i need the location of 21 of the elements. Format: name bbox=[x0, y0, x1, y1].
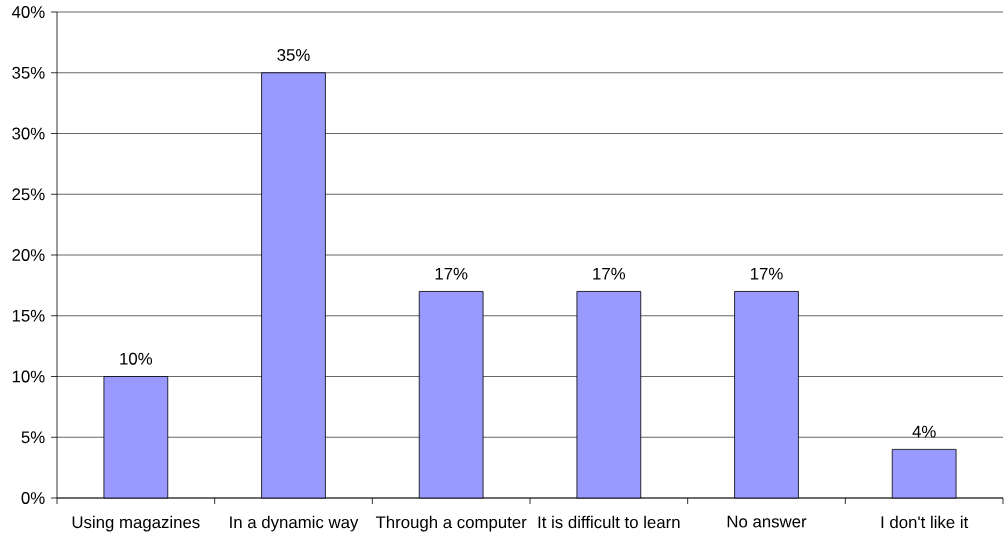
y-tick-label: 0% bbox=[21, 492, 45, 504]
x-tick-label: Using magazines bbox=[72, 515, 200, 532]
data-label: 10% bbox=[120, 352, 153, 365]
y-tick-label: 25% bbox=[12, 188, 45, 201]
y-tick-label: 35% bbox=[12, 66, 45, 79]
data-label: 35% bbox=[277, 49, 310, 61]
data-label: 17% bbox=[435, 267, 468, 280]
y-tick-label: 5% bbox=[21, 431, 45, 444]
y-tick-label: 20% bbox=[12, 249, 45, 261]
data-label: 4% bbox=[912, 425, 936, 438]
x-tick-label: No answer bbox=[727, 515, 807, 528]
y-tick-label: 15% bbox=[12, 309, 45, 322]
x-tick-label: In a dynamic way bbox=[230, 515, 359, 532]
x-tick-label: It is difficult to learn bbox=[538, 515, 680, 529]
x-tick-label: Through a computer bbox=[375, 515, 527, 532]
data-label: 17% bbox=[750, 267, 783, 280]
y-tick-label: 40% bbox=[11, 6, 45, 18]
y-tick-label: 30% bbox=[12, 127, 45, 140]
data-label: 17% bbox=[593, 267, 626, 280]
x-tick-label: I don't like it bbox=[881, 515, 969, 529]
y-tick-label: 10% bbox=[12, 370, 45, 383]
